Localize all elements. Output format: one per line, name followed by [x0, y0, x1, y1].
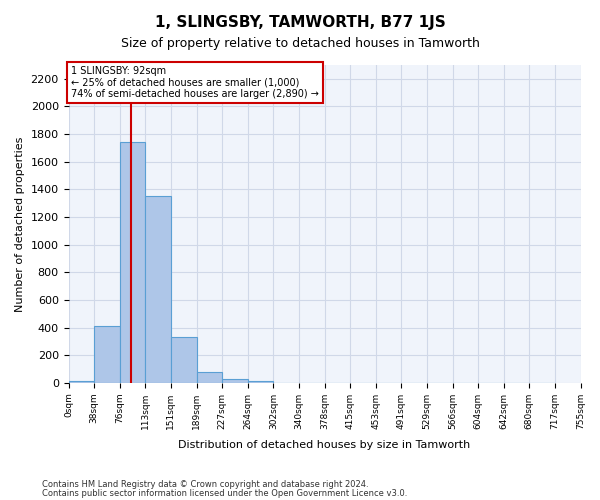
Bar — [68, 380, 94, 383]
Bar — [171, 336, 197, 383]
X-axis label: Distribution of detached houses by size in Tamworth: Distribution of detached houses by size … — [178, 440, 470, 450]
Bar — [120, 142, 145, 383]
Bar — [222, 378, 248, 383]
Bar — [94, 326, 120, 383]
Y-axis label: Number of detached properties: Number of detached properties — [15, 136, 25, 312]
Text: Contains HM Land Registry data © Crown copyright and database right 2024.: Contains HM Land Registry data © Crown c… — [42, 480, 368, 489]
Bar — [145, 196, 171, 383]
Text: Contains public sector information licensed under the Open Government Licence v3: Contains public sector information licen… — [42, 488, 407, 498]
Bar — [197, 372, 222, 383]
Bar — [248, 380, 274, 383]
Text: 1, SLINGSBY, TAMWORTH, B77 1JS: 1, SLINGSBY, TAMWORTH, B77 1JS — [155, 15, 445, 30]
Text: 1 SLINGSBY: 92sqm
← 25% of detached houses are smaller (1,000)
74% of semi-detac: 1 SLINGSBY: 92sqm ← 25% of detached hous… — [71, 66, 319, 99]
Text: Size of property relative to detached houses in Tamworth: Size of property relative to detached ho… — [121, 38, 479, 51]
